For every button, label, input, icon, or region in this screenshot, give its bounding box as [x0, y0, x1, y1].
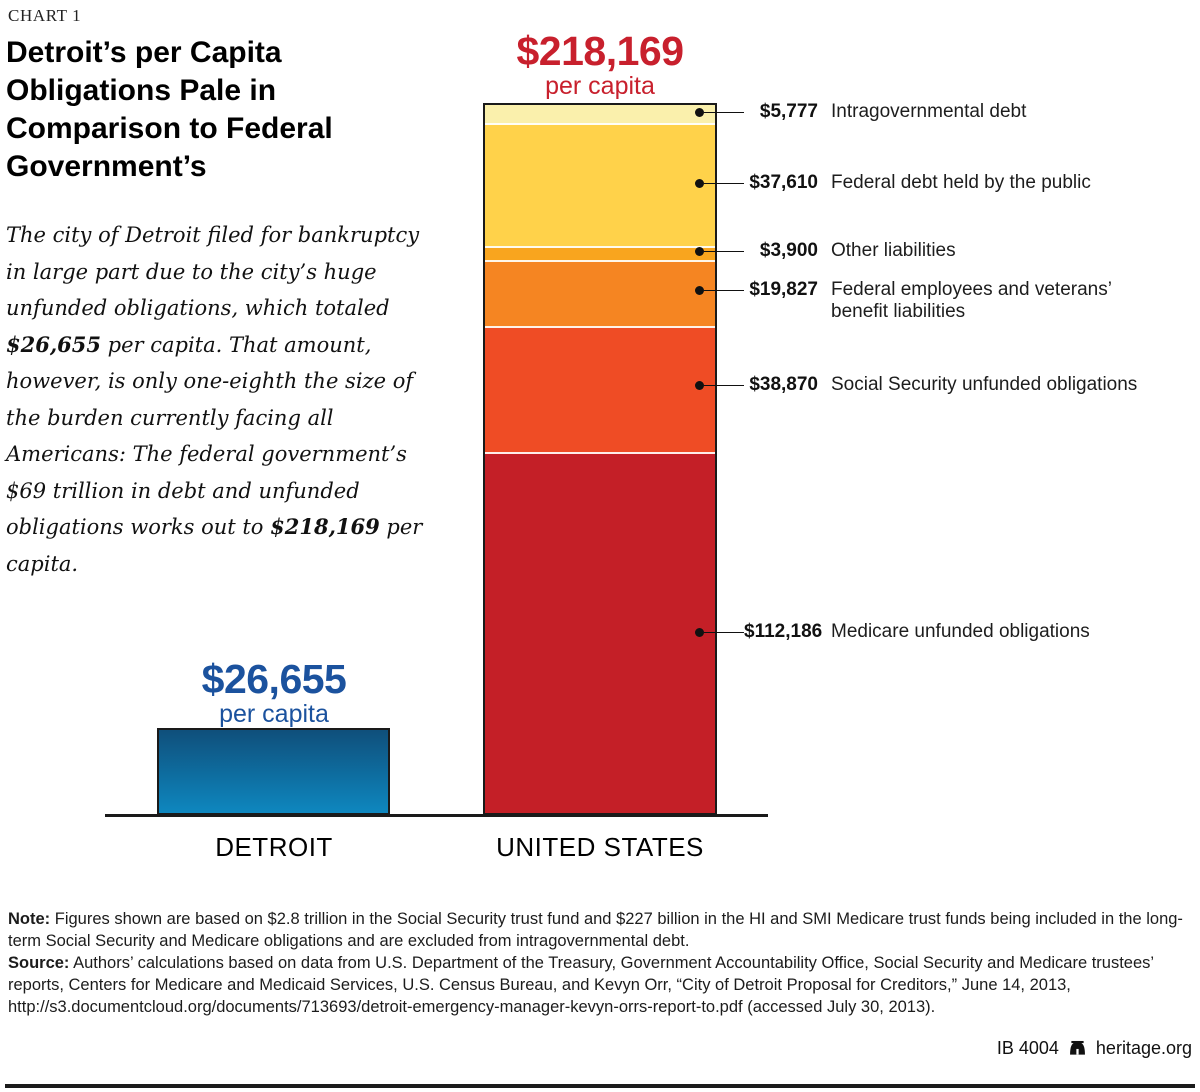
callout-row: $3,900 Other liabilities — [695, 240, 1171, 262]
callout-value: $112,186 — [744, 621, 823, 642]
detroit-total-amount: $26,655 — [201, 656, 347, 702]
us-total-amount: $218,169 — [516, 28, 684, 74]
intro-text: The city of Detroit filed for bankruptcy… — [6, 223, 420, 320]
notes-block: Note: Figures shown are based on $2.8 tr… — [8, 908, 1192, 1018]
callout-category: Federal debt held by the public — [831, 172, 1091, 193]
footer: IB 4004 heritage.org — [997, 1038, 1192, 1059]
axis-label-united-states: UNITED STATES — [496, 832, 704, 862]
detroit-bar — [157, 728, 390, 815]
detroit-total-sublabel: per capita — [219, 700, 329, 728]
intro-text: per capita. — [6, 515, 423, 576]
chart-title: Detroit’s per Capita Obligations Pale in… — [6, 36, 333, 183]
us-bar-segment — [485, 247, 715, 263]
note-text: Figures shown are based on $2.8 trillion… — [8, 910, 1183, 950]
source-paragraph: Source: Authors’ calculations based on d… — [8, 952, 1192, 1018]
note-label: Note: — [8, 910, 51, 928]
callout-row: $37,610 Federal debt held by the public — [695, 172, 1171, 194]
callout-category: Other liabilities — [831, 240, 956, 261]
us-bar-segment — [485, 105, 715, 126]
callout-row: $38,870 Social Security unfunded obligati… — [695, 374, 1171, 396]
source-text: Authors’ calculations based on data from… — [8, 954, 1154, 1016]
callout-value: $3,900 — [759, 240, 818, 261]
us-total-label: $218,169 per capita — [450, 30, 750, 100]
source-label: Source: — [8, 954, 70, 972]
us-bar-segment — [485, 125, 715, 248]
callout-value: $37,610 — [749, 172, 818, 193]
us-stacked-bar — [483, 103, 717, 815]
chart-intro-paragraph: The city of Detroit filed for bankruptcy… — [6, 217, 438, 582]
note-paragraph: Note: Figures shown are based on $2.8 tr… — [8, 908, 1192, 952]
detroit-total-label: $26,655 per capita — [124, 658, 424, 728]
us-bar-segment — [485, 454, 715, 814]
heritage-bell-icon — [1067, 1038, 1088, 1059]
chart-number-kicker: CHART 1 — [8, 6, 82, 25]
callout-category: Medicare unfunded obligations — [831, 621, 1090, 642]
intro-text: per capita. That amount, however, is onl… — [6, 332, 414, 540]
callout-category: Intragovernmental debt — [831, 101, 1027, 122]
axis-label-detroit: DETROIT — [215, 832, 333, 862]
callout-category: Social Security unfunded obligations — [831, 374, 1138, 395]
callout-value: $5,777 — [759, 101, 818, 122]
site-name: heritage.org — [1095, 1038, 1192, 1058]
us-total-sublabel: per capita — [545, 72, 655, 100]
us-bar-segment — [485, 262, 715, 328]
callout-row: $5,777 Intragovernmental debt — [695, 101, 1171, 123]
doc-id: IB 4004 — [996, 1038, 1059, 1058]
callout-row: $112,186 Medicare unfunded obligations — [695, 621, 1171, 643]
bottom-rule — [5, 1084, 1195, 1088]
callout-value: $19,827 — [749, 279, 818, 300]
intro-us-value: $218,169 — [270, 514, 380, 539]
us-bar-segment — [485, 327, 715, 455]
callout-row: $19,827 Federal employees and veterans’ b… — [695, 279, 1171, 323]
callout-value: $38,870 — [749, 374, 818, 395]
callout-category: Federal employees and veterans’ benefit … — [831, 279, 1112, 322]
x-axis-baseline — [105, 814, 768, 817]
intro-detroit-value: $26,655 — [6, 331, 101, 357]
